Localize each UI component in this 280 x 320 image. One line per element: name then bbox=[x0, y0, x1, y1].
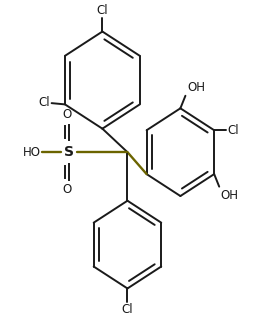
Text: O: O bbox=[62, 183, 72, 196]
Text: Cl: Cl bbox=[228, 124, 239, 137]
Text: O: O bbox=[62, 108, 72, 121]
Text: Cl: Cl bbox=[38, 96, 50, 109]
Text: OH: OH bbox=[187, 81, 205, 94]
Text: HO: HO bbox=[23, 146, 41, 159]
Text: OH: OH bbox=[221, 188, 239, 202]
Text: Cl: Cl bbox=[97, 4, 108, 17]
Text: S: S bbox=[64, 145, 74, 159]
Text: Cl: Cl bbox=[122, 303, 133, 316]
